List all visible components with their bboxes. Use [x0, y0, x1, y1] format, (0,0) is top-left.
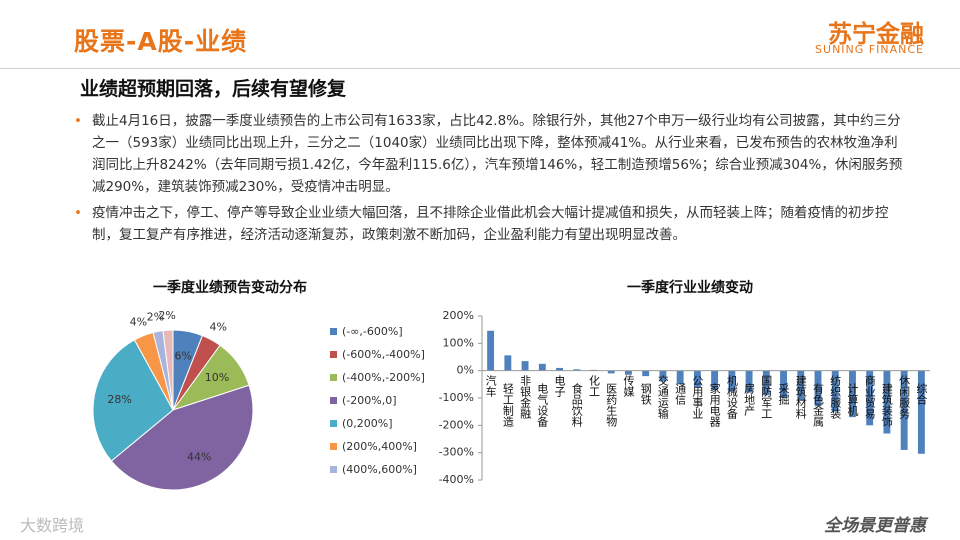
- x-tick-label: 综合: [915, 381, 928, 404]
- legend-swatch: [330, 443, 337, 450]
- bar: [556, 367, 563, 371]
- x-tick-label: 机械设备: [725, 373, 738, 419]
- legend-label: (-600%,-400%]: [342, 348, 425, 361]
- slice-label: 4%: [130, 316, 147, 329]
- slice-label: 44%: [187, 451, 211, 464]
- x-tick-label: 医药生物: [605, 383, 618, 427]
- slice-label: 28%: [107, 393, 131, 406]
- x-tick-label: 计算机: [846, 382, 859, 415]
- logo: 苏宁金融: [828, 20, 924, 48]
- x-tick-label: 有色金属: [812, 381, 825, 427]
- bar: [521, 361, 529, 371]
- bar: [625, 370, 632, 375]
- x-tick-label: 通信: [674, 382, 687, 405]
- watermark: 大数跨境: [20, 516, 85, 535]
- x-tick-label: 国防军工: [760, 374, 773, 418]
- y-tick-label: 200%: [443, 309, 474, 322]
- x-tick-label: 交通运输: [656, 373, 669, 419]
- bar: [676, 370, 684, 385]
- bar: [538, 363, 546, 371]
- bar: [711, 370, 719, 390]
- chart-title: 一季度行业业绩变动: [627, 279, 753, 296]
- pie-slice: [162, 329, 174, 411]
- pie-slice: [110, 384, 254, 491]
- bar: [831, 370, 839, 412]
- x-tick-label: 化工: [588, 373, 601, 396]
- legend-label: (-200%,0]: [342, 394, 397, 407]
- bar: [745, 370, 753, 393]
- x-tick-label: 建筑材料: [794, 373, 807, 419]
- x-tick-label: 建筑装饰: [880, 381, 893, 426]
- slice-label: 2%: [147, 311, 164, 324]
- x-tick-label: 传媒: [622, 374, 635, 397]
- x-tick-label: 电气设备: [536, 382, 549, 427]
- y-tick-label: -300%: [439, 446, 474, 459]
- legend-label: (0,200%]: [342, 417, 393, 430]
- bar: [659, 370, 667, 382]
- slice-label: 6%: [174, 350, 191, 363]
- bar: [607, 370, 615, 374]
- x-tick-label: 非银金融: [519, 374, 532, 419]
- bar: [814, 370, 822, 407]
- x-tick-label: 纺织服装: [829, 373, 842, 419]
- legend-label: (-400%,-200%]: [342, 371, 425, 384]
- subtitle: 业绩超预期回落，后续有望修复: [80, 78, 347, 100]
- x-tick-label: 家用电器: [708, 381, 721, 427]
- bar: [642, 370, 650, 377]
- y-tick-label: -100%: [439, 391, 474, 404]
- bar: [762, 370, 770, 396]
- legend-swatch: [330, 374, 337, 381]
- y-tick-label: -200%: [439, 418, 474, 431]
- slogan: 全场景更普惠: [824, 516, 926, 536]
- bar: [797, 370, 805, 401]
- bar: [728, 370, 736, 392]
- bar: [866, 370, 874, 426]
- legend-swatch: [330, 351, 337, 358]
- logo-en: SUNING FINANCE: [815, 43, 924, 56]
- x-tick-label: 休闲服务: [898, 374, 911, 418]
- bar: [900, 370, 908, 450]
- bullet: 截止4月16日，披露一季度业绩预告的上市公司有1633家，占比42.8%。除银行…: [74, 110, 904, 198]
- bar: [693, 370, 701, 388]
- y-tick-label: 100%: [443, 336, 474, 349]
- x-tick-label: 轻工制造: [501, 381, 514, 426]
- x-tick-label: 食品饮料: [570, 381, 583, 427]
- bar: [573, 369, 581, 371]
- y-tick-label: 0%: [457, 364, 474, 377]
- x-tick-label: 电子: [553, 374, 566, 396]
- slide-title: 股票-A股-业绩: [74, 27, 248, 56]
- legend-swatch: [330, 420, 337, 427]
- legend-label: (-∞,-600%]: [342, 325, 403, 338]
- x-tick-label: 商业贸易: [863, 373, 876, 419]
- legend-swatch: [330, 397, 337, 404]
- bar: [849, 370, 856, 418]
- slice-label: 4%: [210, 321, 227, 334]
- legend-label: (400%,600%]: [342, 463, 417, 476]
- slice-label: 2%: [158, 309, 175, 322]
- bar: [780, 370, 787, 398]
- bar: [883, 370, 891, 434]
- x-tick-label: 公用事业: [691, 375, 704, 419]
- bullet: 疫情冲击之下，停工、停产等导致企业业绩大幅回落，且不排除企业借此机会大幅计提减值…: [74, 202, 904, 246]
- legend-swatch: [330, 328, 337, 335]
- y-tick-label: -400%: [439, 473, 474, 486]
- legend-swatch: [330, 466, 337, 473]
- x-tick-label: 钢铁: [639, 382, 652, 404]
- bullet-list: 截止4月16日，披露一季度业绩预告的上市公司有1633家，占比42.8%。除银行…: [74, 110, 904, 250]
- chart-title: 一季度业绩预告变动分布: [153, 279, 307, 296]
- bar: [504, 355, 512, 371]
- slice-label: 10%: [205, 371, 229, 384]
- divider: [0, 68, 960, 69]
- pie-slice: [92, 339, 174, 462]
- x-tick-label: 采掘: [777, 382, 790, 405]
- x-tick-label: 房地产: [743, 382, 756, 416]
- x-tick-label: 汽车: [484, 373, 497, 397]
- legend-label: (200%,400%]: [342, 440, 417, 453]
- bar: [917, 370, 925, 454]
- bar: [487, 330, 495, 371]
